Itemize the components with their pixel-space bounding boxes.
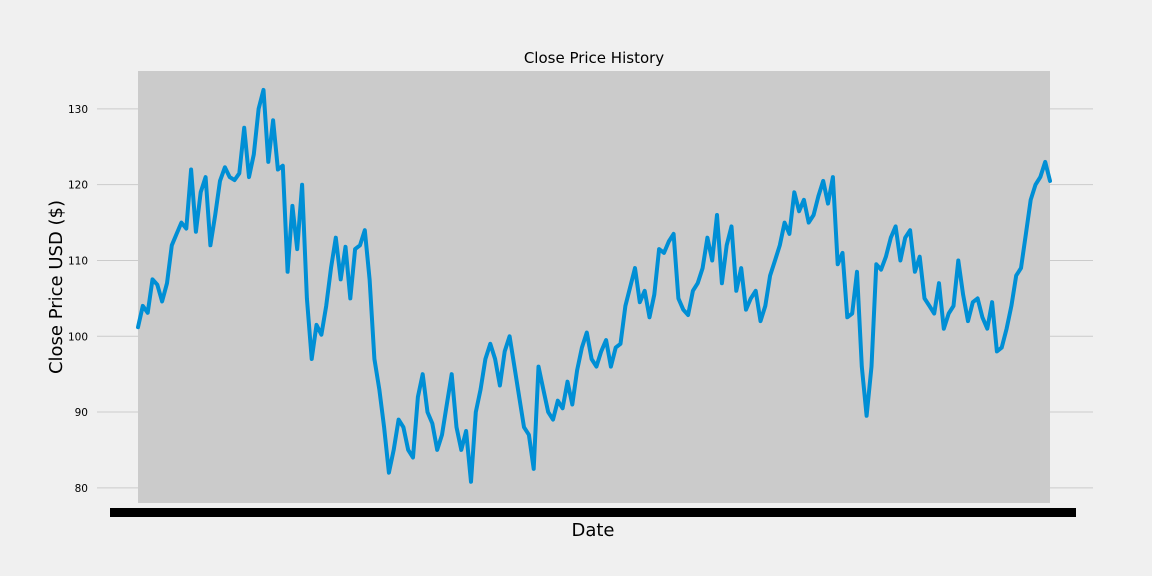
series-line [136,87,1052,484]
y-axis-ticks: 80 90 100 110 120 130 [68,104,88,495]
y-tick-label: 80 [75,483,88,495]
y-tick-label: 120 [68,180,88,192]
y-tick-label: 130 [68,104,88,116]
y-axis-label: Close Price USD ($) [46,200,67,374]
chart-title: Close Price History [524,49,664,67]
x-axis-tick-labels-overlap [110,508,1076,517]
x-axis-label: Date [571,520,614,541]
y-tick-label: 100 [68,331,88,343]
plot-area [138,71,1050,503]
y-tick-label: 110 [68,255,88,267]
y-tick-label: 90 [75,407,88,419]
